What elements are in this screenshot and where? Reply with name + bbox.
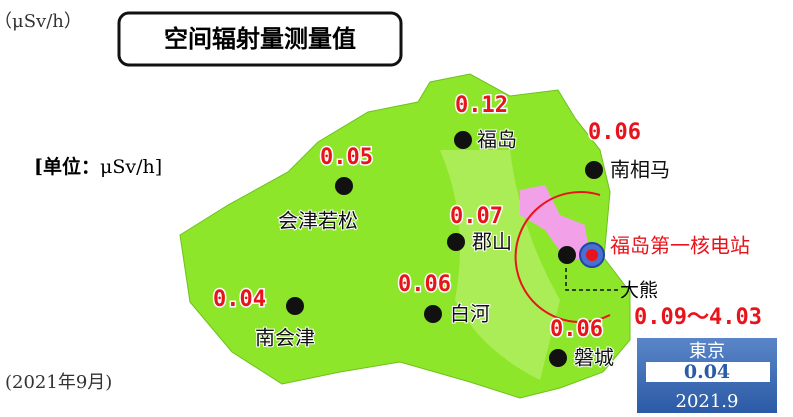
restricted-area (520, 185, 590, 260)
city-value: 0.04 (213, 287, 266, 312)
light-area (440, 150, 560, 380)
city-dot (424, 305, 442, 323)
city-name: 白河 (450, 302, 490, 326)
city-dot (454, 131, 472, 149)
city-dot (286, 297, 304, 315)
plant-name: 福岛第一核电站 (610, 234, 750, 258)
city-value: 0.12 (455, 93, 508, 118)
town-name: 大熊 (620, 280, 658, 302)
city-value: 0.06 (398, 272, 451, 297)
city-name: 南会津 (255, 326, 315, 350)
city-name: 南相马 (610, 158, 670, 182)
city-name: 郡山 (472, 230, 512, 254)
city-name: 福岛 (477, 128, 517, 152)
plant-center (586, 249, 598, 261)
tokyo-name: 東京 (689, 341, 725, 362)
city-name: 会津若松 (278, 209, 358, 233)
tokyo-date: 2021.9 (676, 391, 739, 412)
unit-top: （μSv/h） (0, 11, 82, 32)
city-value: 0.06 (550, 317, 603, 342)
title: 空间辐射量测量值 (164, 25, 356, 53)
title-box (117, 11, 403, 67)
unit-label: [单位：μSv/h] (34, 155, 162, 178)
city-value: 0.07 (450, 204, 503, 229)
city-dot (335, 177, 353, 195)
plant-range: 0.09～4.03 (634, 305, 762, 330)
date: (2021年9月) (5, 372, 112, 393)
town-dot (558, 246, 576, 264)
town-leader (565, 268, 618, 291)
tokyo-value-box (646, 362, 770, 382)
city-value: 0.05 (320, 145, 373, 170)
city-name: 磐城 (574, 346, 614, 370)
city-dot (447, 233, 465, 251)
city-dot (585, 161, 603, 179)
city-dot (549, 349, 567, 367)
radius-arc (514, 191, 611, 323)
city-value: 0.06 (588, 120, 641, 145)
tokyo-value: 0.04 (684, 361, 730, 383)
